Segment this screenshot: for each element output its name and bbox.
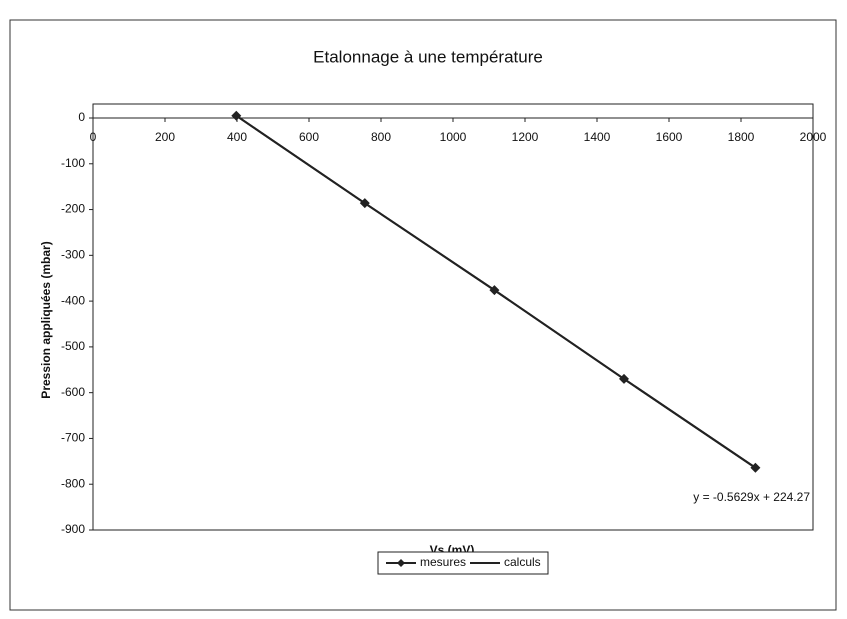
y-tick-label: -400: [61, 293, 85, 307]
series-line: [235, 114, 756, 469]
x-tick-label: 400: [227, 130, 247, 144]
legend-marker: [397, 559, 405, 567]
x-tick-label: 600: [299, 130, 319, 144]
x-tick-label: 1800: [728, 130, 755, 144]
legend-label: calculs: [504, 555, 541, 569]
x-tick-label: 0: [90, 130, 97, 144]
chart-frame: [9, 19, 837, 611]
x-tick-label: 800: [371, 130, 391, 144]
legend-label: mesures: [420, 555, 466, 569]
y-tick-label: -900: [61, 522, 85, 536]
y-tick-label: -800: [61, 476, 85, 490]
chart-title: Etalonnage à une température: [313, 47, 543, 66]
y-tick-label: -600: [61, 385, 85, 399]
y-tick-label: -700: [61, 431, 85, 445]
x-tick-label: 1200: [512, 130, 539, 144]
y-tick-label: -100: [61, 156, 85, 170]
y-tick-label: 0: [78, 110, 85, 124]
y-axis-title: Pression appliquées (mbar): [39, 241, 53, 398]
trendline-equation: y = -0.5629x + 224.27: [693, 490, 810, 504]
legend: [377, 551, 549, 575]
plot-area: [92, 103, 814, 531]
y-tick-label: -500: [61, 339, 85, 353]
x-tick-label: 2000: [800, 130, 827, 144]
y-tick-label: -300: [61, 248, 85, 262]
x-tick-label: 200: [155, 130, 175, 144]
x-tick-label: 1400: [584, 130, 611, 144]
y-tick-label: -200: [61, 202, 85, 216]
x-tick-label: 1000: [440, 130, 467, 144]
x-tick-label: 1600: [656, 130, 683, 144]
